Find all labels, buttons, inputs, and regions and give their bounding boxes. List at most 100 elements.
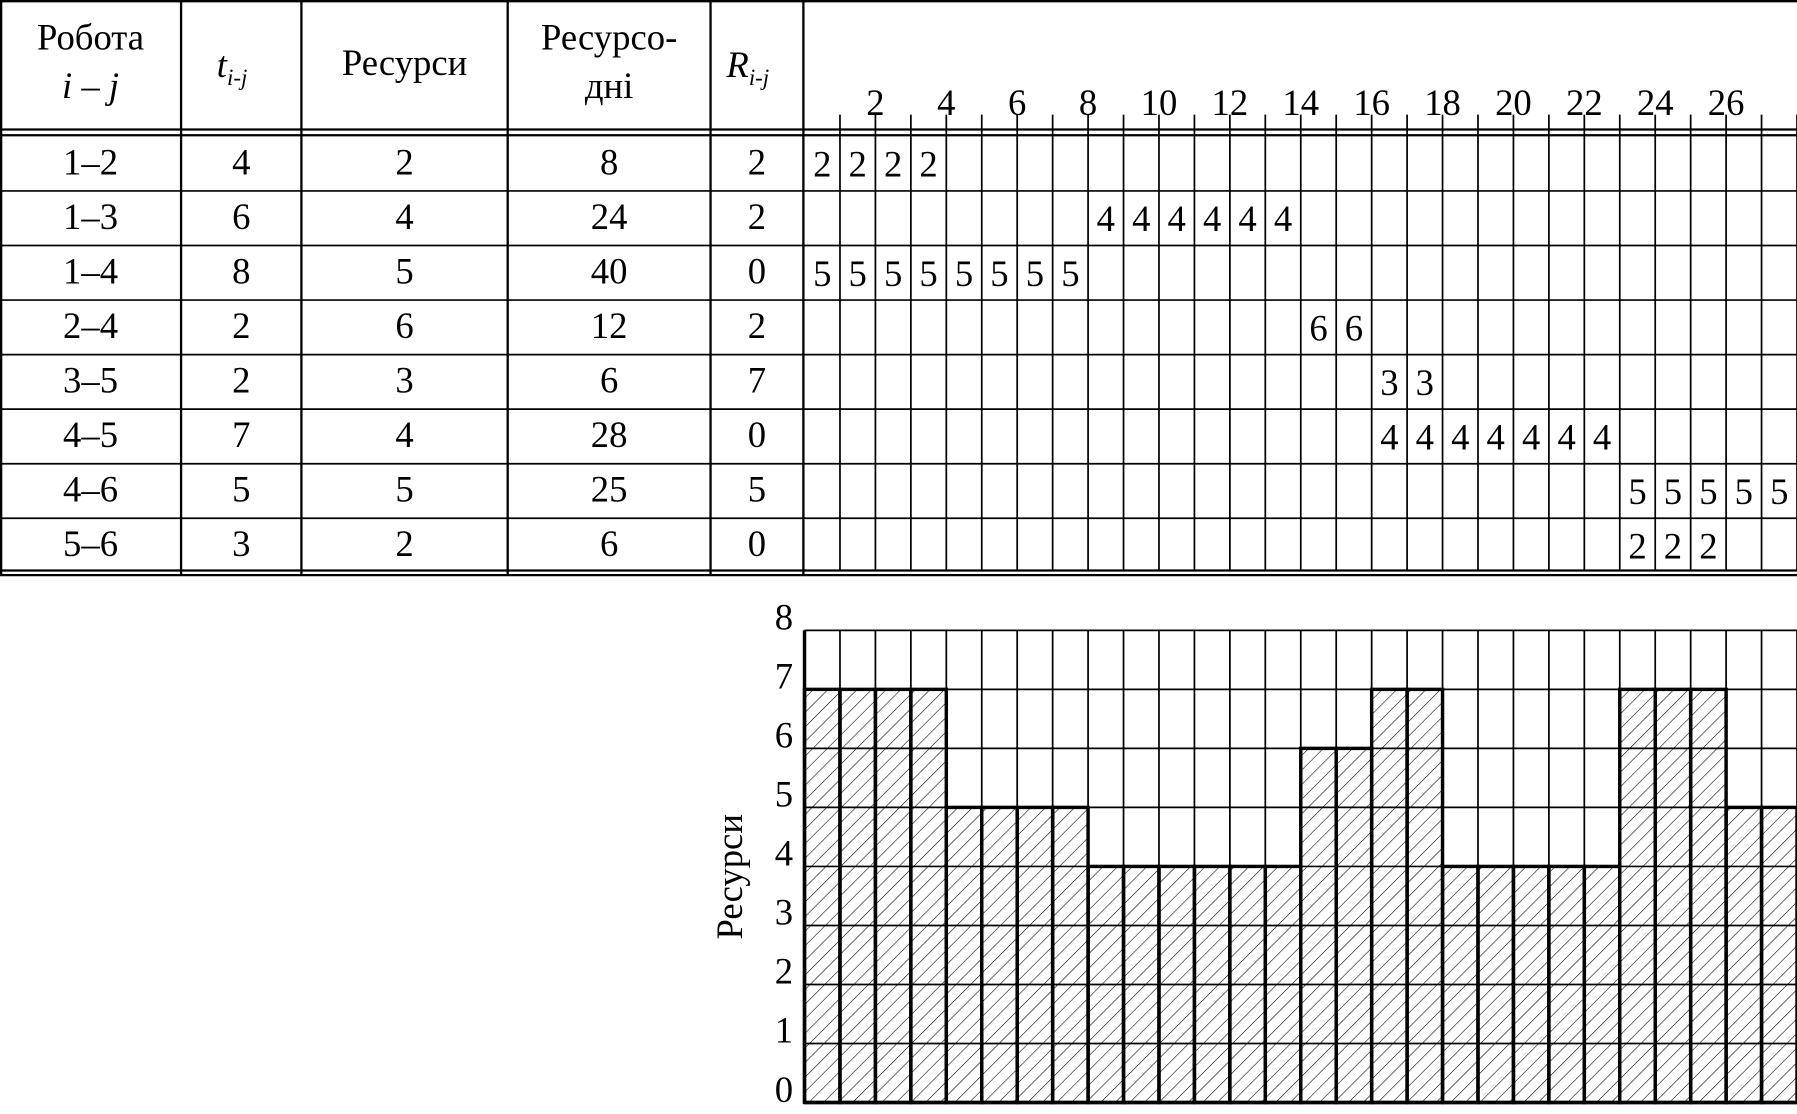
y-tick-label: 3 bbox=[775, 892, 793, 933]
cell-text: 3 bbox=[395, 360, 413, 401]
cell-text: 6 bbox=[395, 305, 413, 346]
header-text: Ресурси bbox=[342, 42, 467, 83]
gantt-value: 5 bbox=[813, 253, 831, 294]
cell-text: 8 bbox=[232, 250, 250, 291]
gantt-value: 4 bbox=[1593, 416, 1611, 457]
header-symbol: ti-j bbox=[217, 44, 248, 90]
cell-text: 5 bbox=[748, 469, 766, 510]
cell-text: 2 bbox=[395, 523, 413, 564]
cell-text: 0 bbox=[748, 414, 766, 455]
gantt-value: 5 bbox=[1026, 253, 1044, 294]
day-label: 2 bbox=[866, 82, 884, 123]
bar bbox=[909, 687, 949, 1105]
y-tick-label: 2 bbox=[775, 951, 793, 992]
gantt-value: 2 bbox=[919, 144, 937, 185]
cell-text: 8 bbox=[600, 141, 618, 182]
cell-text: 6 bbox=[232, 196, 250, 237]
gantt-value: 2 bbox=[1699, 526, 1717, 567]
gantt-value: 4 bbox=[1416, 416, 1434, 457]
cell-text: 1–2 bbox=[63, 141, 118, 182]
cell-text: 7 bbox=[232, 414, 250, 455]
gantt-value: 2 bbox=[1664, 526, 1682, 567]
gantt-value: 2 bbox=[1628, 526, 1646, 567]
y-axis-label: Ресурси bbox=[709, 814, 750, 939]
bar bbox=[1015, 805, 1055, 1105]
cell-text: 2 bbox=[395, 141, 413, 182]
bar bbox=[1405, 687, 1445, 1105]
gantt-value: 5 bbox=[919, 253, 937, 294]
gantt-value: 5 bbox=[1664, 471, 1682, 512]
cell-text: 2 bbox=[232, 305, 250, 346]
cell-text: 28 bbox=[591, 414, 628, 455]
bar bbox=[1724, 805, 1764, 1105]
gantt-value: 4 bbox=[1203, 198, 1221, 239]
cell-text: 7 bbox=[748, 360, 766, 401]
bar bbox=[1050, 805, 1090, 1105]
gantt-value: 3 bbox=[1380, 362, 1398, 403]
cell-text: 4 bbox=[395, 196, 413, 237]
cell-text: 24 bbox=[591, 196, 628, 237]
gantt-value: 5 bbox=[849, 253, 867, 294]
bar bbox=[980, 805, 1019, 1105]
gantt-value: 4 bbox=[1097, 198, 1115, 239]
header-text: дні bbox=[585, 65, 633, 106]
gantt-value: 4 bbox=[1168, 198, 1186, 239]
cell-text: 6 bbox=[600, 360, 618, 401]
y-tick-label: 8 bbox=[775, 597, 793, 638]
cell-text: 3 bbox=[232, 523, 250, 564]
cell-text: 5 bbox=[395, 250, 413, 291]
symbol: R bbox=[725, 44, 748, 85]
cell-text: 5–6 bbox=[63, 523, 118, 564]
cell-text: 3–5 bbox=[63, 360, 118, 401]
gantt-value: 2 bbox=[849, 144, 867, 185]
cell-text: 1–4 bbox=[63, 250, 118, 291]
gantt-value: 5 bbox=[884, 253, 902, 294]
y-tick-label: 4 bbox=[775, 833, 793, 874]
cell-text: 0 bbox=[748, 523, 766, 564]
cell-text: 2 bbox=[232, 360, 250, 401]
bar bbox=[802, 687, 842, 1105]
gantt-value: 5 bbox=[990, 253, 1008, 294]
bar bbox=[873, 687, 913, 1105]
cell-text: 2 bbox=[748, 196, 766, 237]
header-text: i – j bbox=[62, 65, 119, 106]
bar bbox=[1369, 687, 1409, 1105]
gantt-value: 4 bbox=[1380, 416, 1398, 457]
cell-text: 2 bbox=[748, 141, 766, 182]
gantt-value: 5 bbox=[955, 253, 973, 294]
gantt-value: 4 bbox=[1487, 416, 1505, 457]
header-text: Ресурсо- bbox=[541, 17, 677, 58]
gantt-value: 2 bbox=[884, 144, 902, 185]
cell-text: 4 bbox=[395, 414, 413, 455]
y-tick-label: 1 bbox=[775, 1010, 793, 1051]
cell-text: 4 bbox=[232, 141, 250, 182]
y-tick-label: 5 bbox=[775, 774, 793, 815]
gantt-value: 5 bbox=[1735, 471, 1753, 512]
bar bbox=[1653, 687, 1693, 1105]
gantt-value: 4 bbox=[1522, 416, 1540, 457]
cell-text: 2–4 bbox=[63, 305, 118, 346]
y-tick-label: 0 bbox=[775, 1069, 793, 1110]
gantt-value: 5 bbox=[1699, 471, 1717, 512]
day-label: 4 bbox=[937, 82, 955, 123]
gantt-value: 6 bbox=[1345, 307, 1363, 348]
cell-text: 5 bbox=[232, 469, 250, 510]
cell-text: 4–6 bbox=[63, 469, 118, 510]
gantt-value: 5 bbox=[1628, 471, 1646, 512]
symbol: t bbox=[217, 44, 228, 85]
day-label: 6 bbox=[1008, 82, 1026, 123]
bar bbox=[1618, 687, 1657, 1105]
bar bbox=[944, 805, 984, 1105]
cell-text: 40 bbox=[591, 250, 628, 291]
subscript: i-j bbox=[227, 66, 247, 91]
cell-text: 6 bbox=[600, 523, 618, 564]
subscript: i-j bbox=[749, 66, 769, 91]
bar bbox=[1688, 687, 1728, 1105]
gantt-value: 4 bbox=[1132, 198, 1150, 239]
cell-text: 2 bbox=[748, 305, 766, 346]
gantt-value: 6 bbox=[1309, 307, 1327, 348]
gantt-value: 3 bbox=[1416, 362, 1434, 403]
header-text: Робота bbox=[37, 17, 144, 58]
gantt-value: 2 bbox=[813, 144, 831, 185]
